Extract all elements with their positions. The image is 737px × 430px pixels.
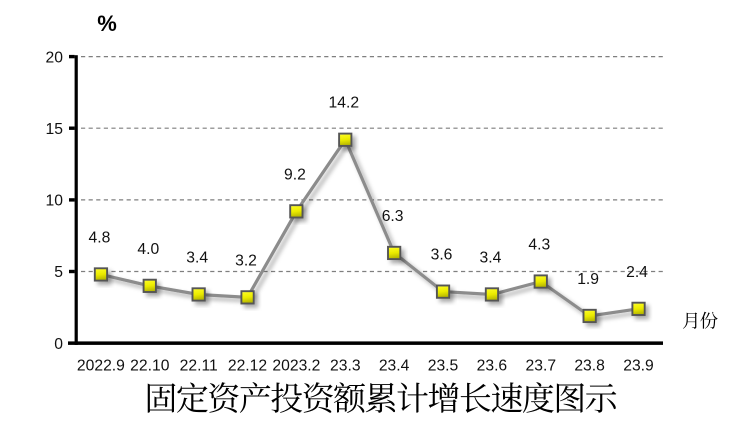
svg-text:23.5: 23.5 — [428, 358, 459, 375]
svg-text:23.8: 23.8 — [574, 358, 605, 375]
svg-text:4.0: 4.0 — [137, 241, 159, 258]
svg-text:2.4: 2.4 — [626, 264, 648, 281]
svg-text:3.4: 3.4 — [186, 250, 208, 267]
svg-text:2022.9: 2022.9 — [77, 358, 125, 375]
svg-text:23.6: 23.6 — [477, 358, 508, 375]
svg-text:6.3: 6.3 — [382, 208, 404, 225]
svg-text:23.4: 23.4 — [379, 358, 410, 375]
svg-text:3.4: 3.4 — [479, 250, 501, 267]
svg-text:5: 5 — [54, 264, 63, 281]
svg-text:23.7: 23.7 — [526, 358, 557, 375]
svg-text:22.10: 22.10 — [130, 358, 170, 375]
svg-text:4.8: 4.8 — [88, 229, 110, 246]
svg-text:22.12: 22.12 — [228, 358, 267, 375]
svg-text:2023.2: 2023.2 — [272, 358, 320, 375]
svg-text:22.11: 22.11 — [180, 358, 218, 375]
svg-text:23.3: 23.3 — [330, 358, 361, 375]
svg-text:9.2: 9.2 — [284, 166, 306, 183]
svg-text:%: % — [97, 11, 117, 36]
svg-text:23.9: 23.9 — [623, 358, 654, 375]
svg-text:14.2: 14.2 — [329, 95, 360, 112]
svg-text:20: 20 — [46, 49, 64, 66]
svg-text:10: 10 — [46, 193, 64, 210]
svg-text:4.3: 4.3 — [528, 237, 550, 254]
svg-text:3.2: 3.2 — [235, 252, 257, 269]
svg-text:0: 0 — [54, 336, 63, 353]
svg-text:3.6: 3.6 — [431, 247, 453, 264]
svg-text:15: 15 — [46, 121, 64, 138]
svg-text:1.9: 1.9 — [577, 271, 599, 288]
